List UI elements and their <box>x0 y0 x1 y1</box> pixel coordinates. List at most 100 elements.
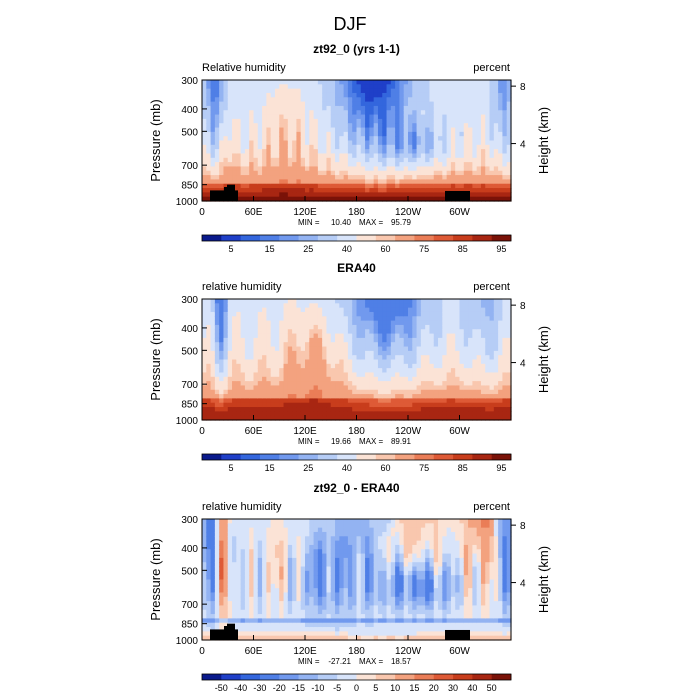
panel-2-cell <box>472 303 478 309</box>
panel-1-cell <box>429 179 435 185</box>
panel-2-cell <box>408 355 413 361</box>
panel-1-cell <box>403 175 409 180</box>
panel-2-cell <box>420 333 426 339</box>
panel-1-cell <box>446 179 452 185</box>
panel-3-cell <box>227 618 233 624</box>
panel-2-cell <box>390 398 396 404</box>
panel-3-cell <box>322 622 328 628</box>
panel-2-cell <box>425 320 431 326</box>
panel-1-cell <box>450 92 456 98</box>
panel-1-cell <box>455 105 461 111</box>
panel-3-cell <box>305 531 310 537</box>
panel-2-cell <box>438 320 443 326</box>
panel-3-cell <box>206 618 212 624</box>
panel-1-cell <box>369 192 375 198</box>
panel-1-cell <box>257 97 263 103</box>
panel-1-cell <box>305 127 310 133</box>
panel-2-cell <box>219 333 225 339</box>
panel-2-cell <box>347 407 353 412</box>
panel-1-cell <box>360 149 366 155</box>
panel-2-cell <box>292 385 298 391</box>
panel-2-cell <box>493 337 499 343</box>
panel-2-cell <box>399 381 405 387</box>
panel-1-cell <box>459 144 465 150</box>
panel-2-y2tick-label: 8 <box>520 301 526 312</box>
panel-1-cell <box>365 170 370 176</box>
panel-2-cell <box>236 381 242 387</box>
panel-2-cell <box>399 355 405 361</box>
panel-3-cell <box>287 627 293 632</box>
panel-3-cell <box>296 523 302 529</box>
panel-1-cell <box>352 175 358 180</box>
panel-2-cell <box>262 411 267 417</box>
panel-1-max-value: 95.79 <box>391 218 412 227</box>
panel-1-cell <box>438 88 443 94</box>
panel-2-cell <box>442 320 448 326</box>
panel-2-cell <box>463 372 469 378</box>
panel-2-cell <box>305 394 310 399</box>
panel-1-cell <box>420 162 426 168</box>
panel-3-cell <box>300 614 306 619</box>
panel-1-cell <box>373 166 379 172</box>
panel-2-cell <box>296 350 302 356</box>
panel-1-cell <box>266 118 272 124</box>
panel-1-cell <box>335 140 340 146</box>
panel-2-cell <box>240 407 246 412</box>
panel-2-cell <box>399 368 405 374</box>
panel-1-cell <box>438 118 443 124</box>
panel-1-cell <box>425 118 431 124</box>
panel-3-cell <box>219 527 225 533</box>
panel-2-cell <box>382 342 388 348</box>
panel-2-cell <box>377 376 383 382</box>
panel-2-cell <box>498 402 504 408</box>
panel-1-cell <box>326 80 332 85</box>
panel-3-cell <box>270 575 276 581</box>
panel-1-cell <box>249 127 255 133</box>
panel-1-cell <box>390 101 396 107</box>
panel-1-cell <box>283 127 289 133</box>
panel-2-cell <box>266 411 272 417</box>
panel-2-cell <box>257 368 263 374</box>
panel-1-cell <box>249 188 255 193</box>
panel-1-cell <box>433 105 439 111</box>
panel-2-cell <box>283 359 289 365</box>
panel-2-cell <box>438 303 443 309</box>
panel-3-cell <box>274 531 280 537</box>
panel-2-cell <box>493 307 499 313</box>
panel-3-cell <box>300 635 306 641</box>
panel-1-cell <box>450 162 456 168</box>
panel-3-cell <box>236 566 242 572</box>
panel-2-cell <box>468 394 473 399</box>
panel-2-cell <box>266 363 272 369</box>
panel-1-colorbar-swatch <box>202 235 222 241</box>
panel-1-cell <box>502 153 508 159</box>
panel-2-cell <box>450 346 456 352</box>
panel-1-cell <box>206 136 212 142</box>
panel-1-cell <box>347 101 353 107</box>
panel-2-cell <box>425 311 431 317</box>
panel-3-cell <box>219 519 225 524</box>
panel-1-cell <box>506 110 512 116</box>
panel-1-cell <box>206 192 212 198</box>
panel-2-cell <box>322 337 328 343</box>
panel-1-cell <box>412 144 418 150</box>
panel-1-cell <box>399 175 405 180</box>
panel-2-cell <box>438 316 443 322</box>
panel-1-cell <box>493 123 499 129</box>
panel-2-cell <box>506 394 512 399</box>
panel-2-cell <box>429 402 435 408</box>
panel-1-cell <box>236 149 242 155</box>
panel-1-cell <box>502 123 508 129</box>
panel-2-cell <box>399 398 405 404</box>
panel-3-cell <box>210 575 216 581</box>
panel-1-cell <box>373 131 379 137</box>
panel-1-cell <box>352 110 358 116</box>
panel-1-cell <box>360 188 366 193</box>
panel-1-cell <box>382 88 388 94</box>
panel-2-cell <box>472 407 478 412</box>
panel-3-cell <box>232 566 237 572</box>
panel-3-cell <box>253 614 259 619</box>
panel-1-cell <box>425 196 431 202</box>
panel-2-cell <box>472 372 478 378</box>
panel-2-cell <box>219 355 225 361</box>
